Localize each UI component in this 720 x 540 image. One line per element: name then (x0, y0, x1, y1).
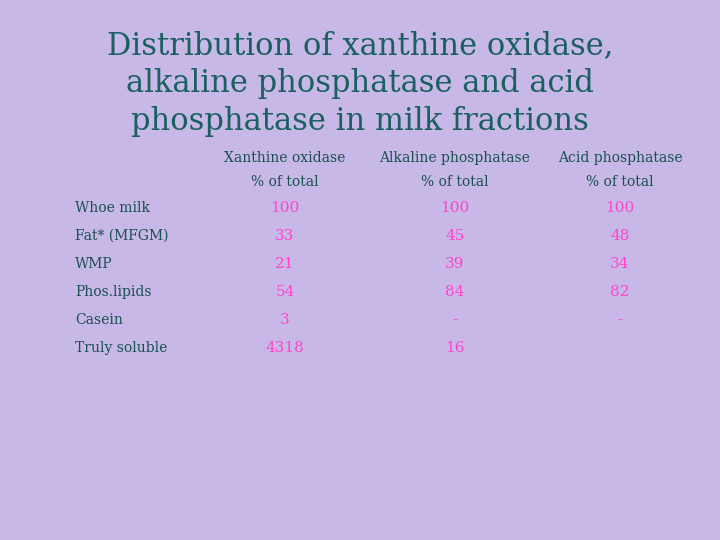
Text: 16: 16 (445, 341, 464, 355)
Text: Truly soluble: Truly soluble (75, 341, 167, 355)
Text: 54: 54 (275, 285, 294, 299)
Text: Whoe milk: Whoe milk (75, 201, 150, 215)
Text: 48: 48 (611, 229, 630, 243)
Text: % of total: % of total (586, 175, 654, 189)
Text: -: - (618, 313, 623, 327)
Text: % of total: % of total (251, 175, 319, 189)
Text: 3: 3 (280, 313, 290, 327)
Text: 82: 82 (611, 285, 630, 299)
Text: % of total: % of total (421, 175, 489, 189)
Text: 100: 100 (441, 201, 469, 215)
Text: 39: 39 (445, 257, 464, 271)
Text: 4318: 4318 (266, 341, 305, 355)
Text: Xanthine oxidase: Xanthine oxidase (225, 151, 346, 165)
Text: 84: 84 (445, 285, 464, 299)
Text: 100: 100 (271, 201, 300, 215)
Text: 21: 21 (275, 257, 294, 271)
Text: -: - (452, 313, 458, 327)
Text: Casein: Casein (75, 313, 123, 327)
Text: 34: 34 (611, 257, 630, 271)
Text: Phos.lipids: Phos.lipids (75, 285, 151, 299)
Text: Distribution of xanthine oxidase,
alkaline phosphatase and acid
phosphatase in m: Distribution of xanthine oxidase, alkali… (107, 30, 613, 137)
Text: 100: 100 (606, 201, 634, 215)
Text: Alkaline phosphatase: Alkaline phosphatase (379, 151, 531, 165)
Text: WMP: WMP (75, 257, 112, 271)
Text: Fat* (MFGM): Fat* (MFGM) (75, 229, 168, 243)
Text: 33: 33 (275, 229, 294, 243)
Text: Acid phosphatase: Acid phosphatase (558, 151, 683, 165)
Text: 45: 45 (445, 229, 464, 243)
